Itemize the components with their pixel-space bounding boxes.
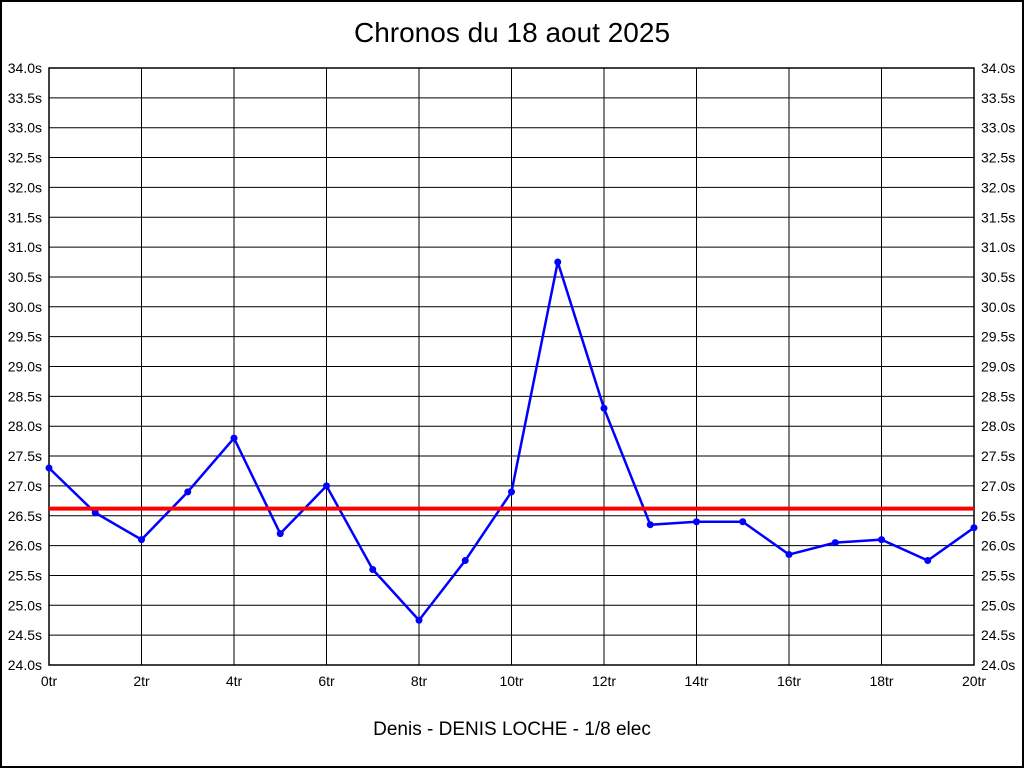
chart-footer: Denis - DENIS LOCHE - 1/8 elec [373,719,651,740]
data-point [45,464,53,472]
y-tick-label-left: 28.5s [8,388,42,404]
y-tick-label-left: 28.0s [8,418,42,434]
data-point [831,539,839,547]
x-tick-label: 18tr [869,673,893,689]
x-tick-label: 2tr [133,673,150,689]
y-tick-label-right: 27.5s [981,448,1015,464]
y-tick-label-right: 29.0s [981,359,1015,375]
y-tick-label-right: 24.0s [981,657,1015,673]
x-tick-label: 12tr [592,673,616,689]
y-tick-label-right: 31.5s [981,209,1015,225]
y-tick-label-right: 25.0s [981,597,1015,613]
y-tick-label-left: 25.5s [8,567,42,583]
data-point [878,536,885,544]
y-tick-label-right: 24.5s [981,627,1015,643]
y-tick-label-right: 25.5s [981,567,1015,583]
y-tick-label-right: 28.0s [981,418,1015,434]
y-tick-label-right: 33.5s [981,90,1015,106]
y-tick-label-left: 32.0s [8,179,42,195]
y-tick-label-left: 33.0s [8,120,42,136]
data-point [276,530,284,538]
x-tick-label: 20tr [962,673,986,689]
data-point [924,557,932,565]
data-point [508,488,515,496]
y-tick-label-right: 30.5s [981,269,1015,285]
data-point [138,536,145,544]
data-point [415,616,423,624]
data-point [184,488,192,496]
data-point [461,557,469,565]
y-tick-label-left: 31.5s [8,209,42,225]
y-tick-label-left: 24.0s [8,657,42,673]
x-tick-label: 6tr [318,673,335,689]
data-point [554,258,562,266]
x-tick-label: 16tr [777,673,801,689]
x-tick-label: 14tr [684,673,708,689]
y-tick-label-left: 26.0s [8,538,42,554]
plot-frame [48,67,975,666]
y-tick-label-left: 27.0s [8,478,42,494]
y-tick-label-left: 25.0s [8,597,42,613]
y-tick-label-left: 30.0s [8,299,42,315]
data-point [970,524,978,532]
data-point [785,551,793,559]
data-point [230,434,238,442]
y-tick-label-right: 26.5s [981,508,1015,524]
y-tick-label-right: 32.5s [981,150,1015,166]
data-point [693,518,700,526]
x-tick-label: 8tr [411,673,428,689]
y-tick-label-right: 34.0s [981,60,1015,76]
y-tick-label-right: 30.0s [981,299,1015,315]
y-tick-label-left: 24.5s [8,627,42,643]
chart-title: Chronos du 18 aout 2025 [353,17,671,48]
x-tick-label: 4tr [226,673,243,689]
x-tick-label: 0tr [41,673,58,689]
y-tick-label-right: 28.5s [981,388,1015,404]
y-tick-label-left: 34.0s [8,60,42,76]
data-point [91,509,99,517]
y-tick-label-right: 32.0s [981,179,1015,195]
data-point [323,482,330,490]
y-tick-label-right: 26.0s [981,538,1015,554]
y-tick-label-left: 27.5s [8,448,42,464]
y-tick-label-left: 30.5s [8,269,42,285]
y-tick-label-left: 32.5s [8,150,42,166]
y-tick-label-left: 29.0s [8,359,42,375]
y-tick-label-right: 29.5s [981,329,1015,345]
y-tick-label-right: 33.0s [981,120,1015,136]
y-tick-label-left: 29.5s [8,329,42,345]
y-tick-label-left: 31.0s [8,239,42,255]
y-tick-label-left: 33.5s [8,90,42,106]
data-point [739,518,747,526]
x-tick-label: 10tr [499,673,523,689]
y-tick-label-right: 31.0s [981,239,1015,255]
y-tick-label-left: 26.5s [8,508,42,524]
data-point [600,404,608,412]
y-tick-label-right: 27.0s [981,478,1015,494]
data-point [369,565,377,573]
data-point [646,521,654,529]
